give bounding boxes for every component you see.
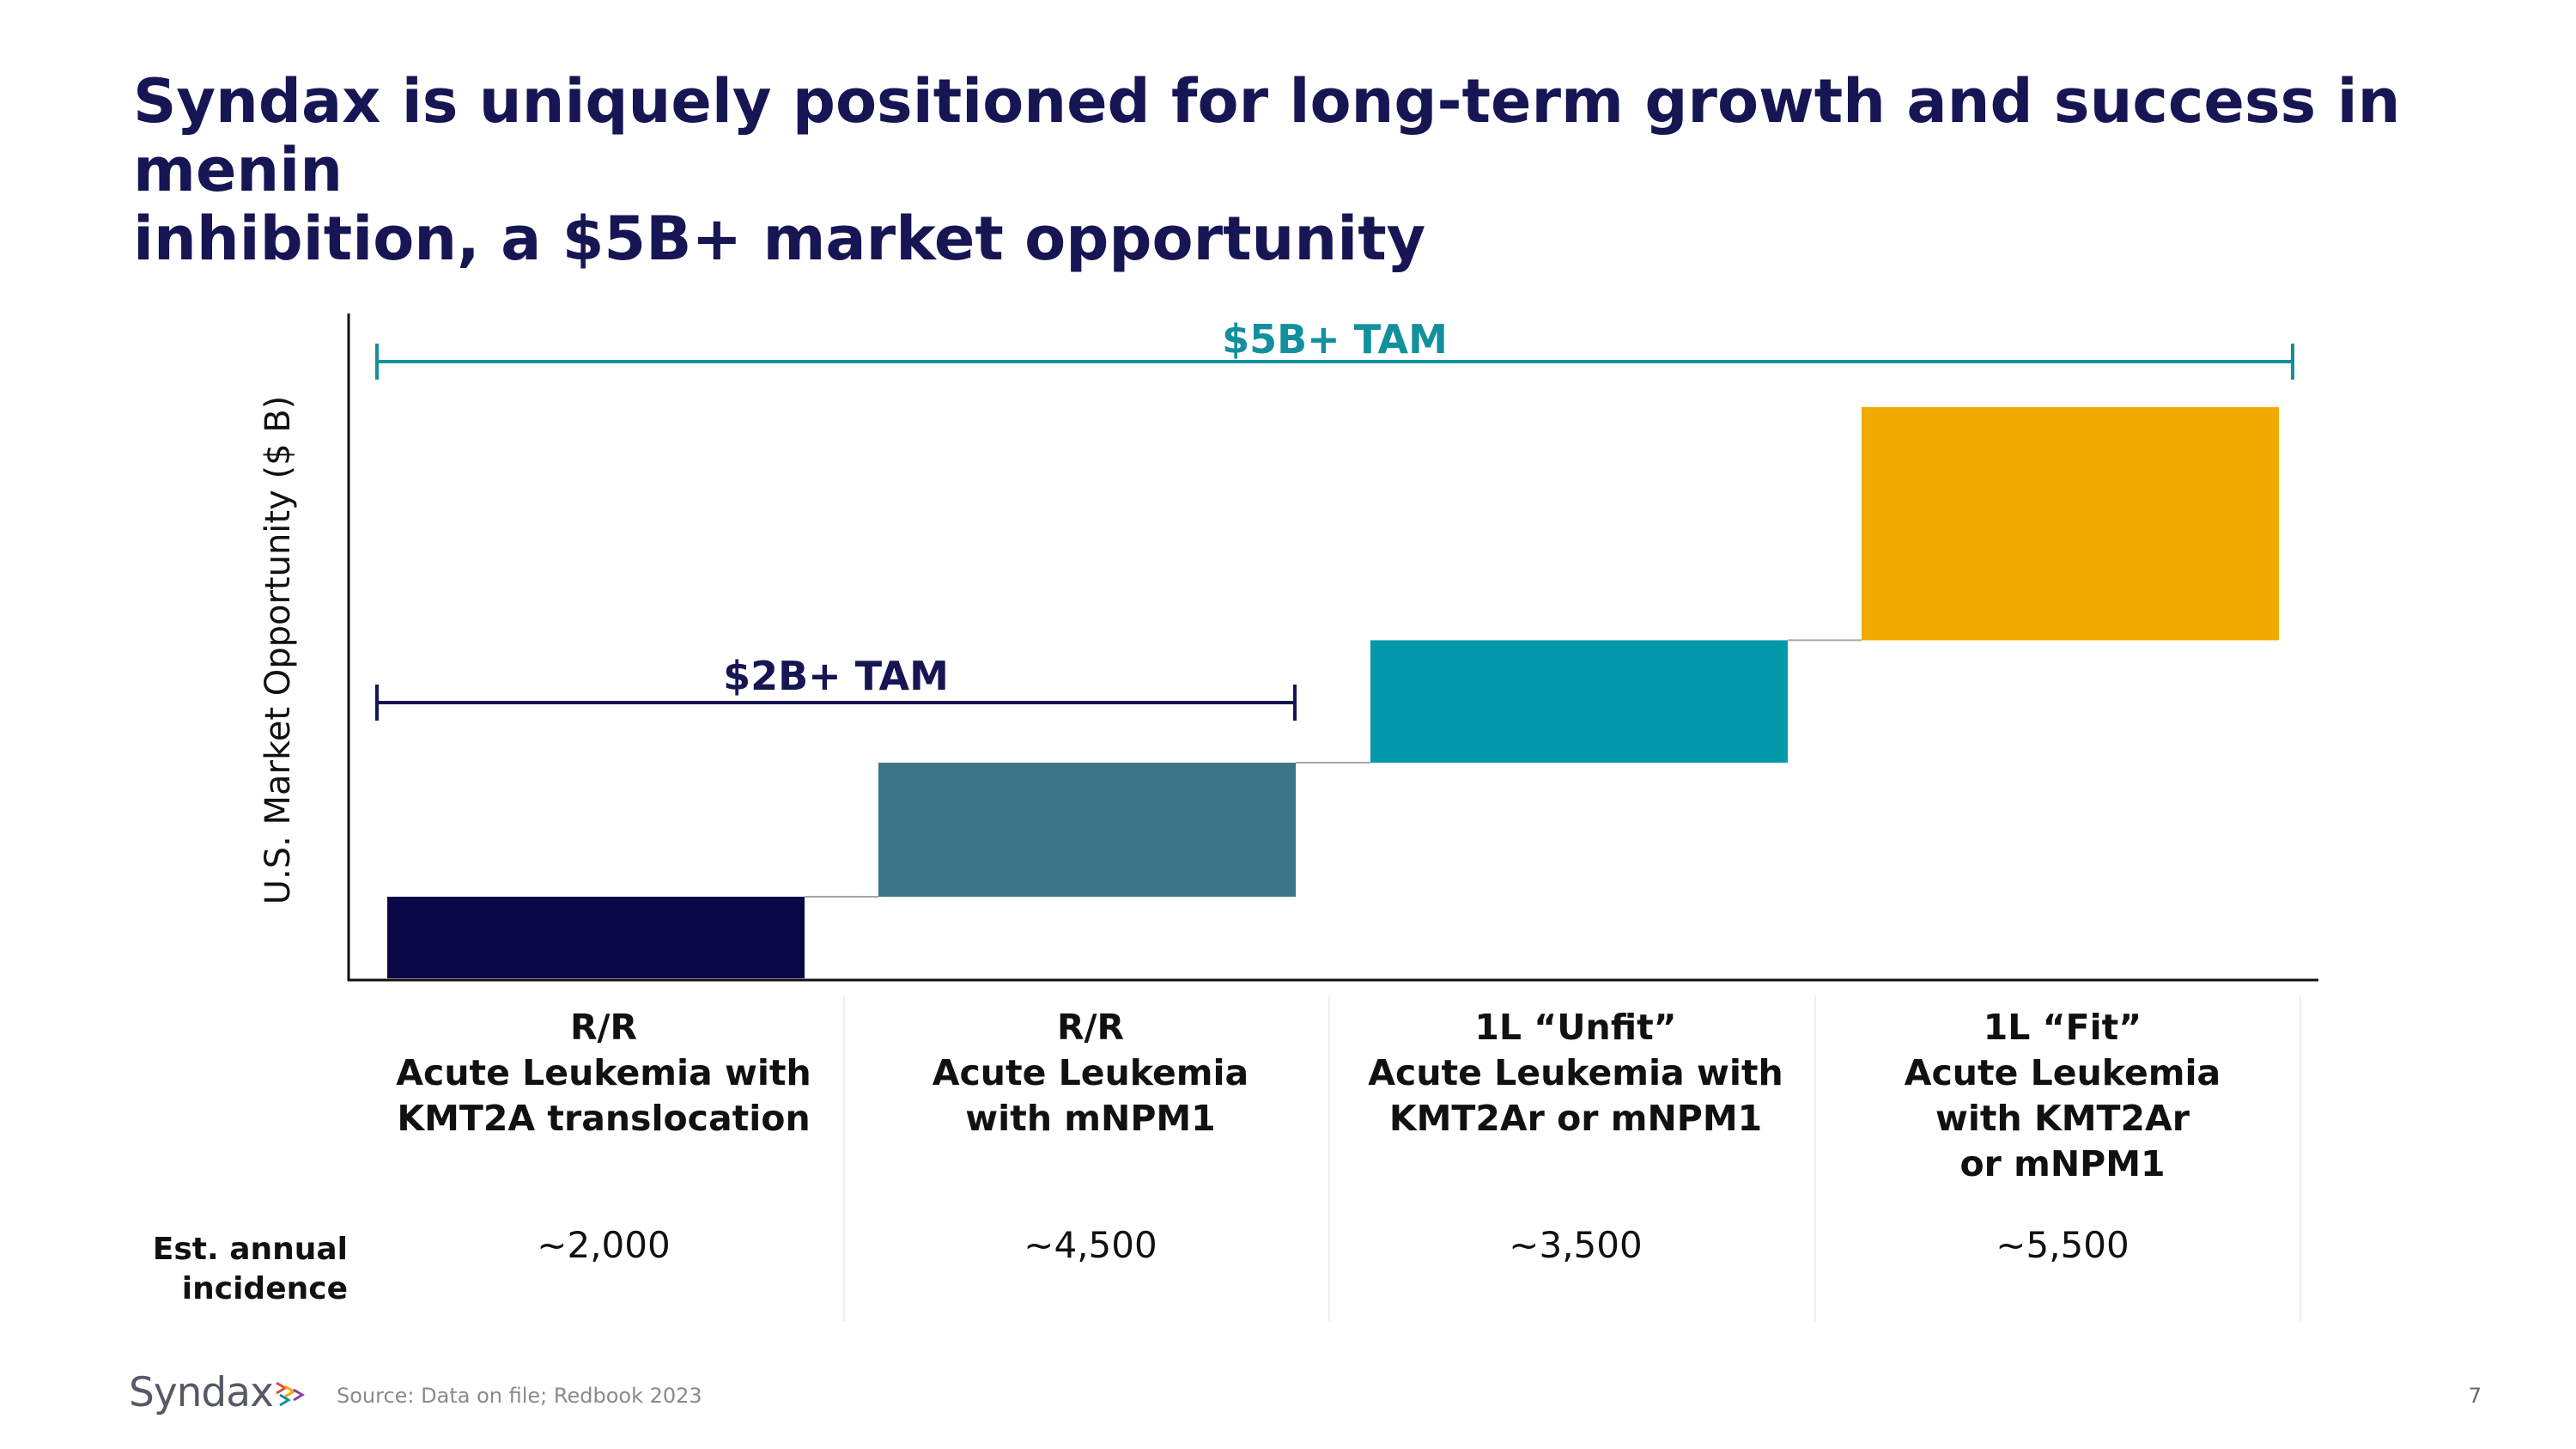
incidence-value-rr-kmt2a: ~2,000 (537, 1224, 671, 1266)
source-note: Source: Data on file; Redbook 2023 (337, 1384, 702, 1408)
y-axis-title: U.S. Market Opportunity ($ B) (258, 396, 298, 905)
incidence-label-line-1: Est. annual (152, 1232, 348, 1267)
incidence-row-label: Est. annual incidence (129, 1230, 348, 1309)
category-label-line: Acute Leukemia with (396, 1052, 811, 1093)
category-label-line: Acute Leukemia (1904, 1052, 2221, 1093)
slide-title-line-2: inhibition, a $5B+ market opportunity (133, 204, 1426, 274)
category-label-line: or mNPM1 (1959, 1143, 2166, 1184)
tam-5b-bracket: $5B+ TAM (375, 316, 2294, 380)
bar-1l-unfit (1370, 640, 1788, 763)
tam-2b-bracket: $2B+ TAM (375, 653, 1297, 721)
category-label-line: R/R (1056, 1007, 1125, 1048)
bar-rr-npm1 (878, 762, 1296, 897)
category-label-line: with mNPM1 (965, 1098, 1216, 1139)
bar-rr-kmt2a (387, 897, 805, 978)
incidence-value-rr-npm1: ~4,500 (1024, 1224, 1157, 1266)
category-label-line: Acute Leukemia with (1368, 1052, 1783, 1093)
incidence-value-1l-fit: ~5,500 (1996, 1224, 2129, 1266)
syndax-logo-icon (276, 1381, 305, 1406)
category-label-1l-unfit: 1L “Unfit” Acute Leukemia with KMT2Ar or… (1335, 1005, 1816, 1142)
category-label-line: Acute Leukemia (932, 1052, 1249, 1093)
category-label-rr-npm1: R/R Acute Leukemia with mNPM1 (850, 1005, 1331, 1142)
slide-title-line-1: Syndax is uniquely positioned for long-t… (133, 66, 2401, 205)
syndax-logo: Syndax (129, 1369, 314, 1416)
category-label-line: 1L “Fit” (1983, 1007, 2142, 1048)
category-label-line: R/R (569, 1007, 638, 1048)
logo-text: Syndax (129, 1369, 274, 1416)
column-divider (1328, 996, 1330, 1321)
category-label-rr-kmt2a: R/R Acute Leukemia with KMT2A translocat… (363, 1005, 844, 1142)
incidence-value-1l-unfit: ~3,500 (1509, 1224, 1643, 1266)
category-label-line: 1L “Unfit” (1474, 1007, 1677, 1048)
bar-1l-fit (1862, 407, 2279, 641)
connectors-group (805, 639, 1862, 898)
column-divider (1814, 996, 1816, 1321)
page-number: 7 (2468, 1384, 2482, 1408)
category-label-line: KMT2A translocation (397, 1098, 811, 1139)
category-label-line: KMT2Ar or mNPM1 (1388, 1098, 1763, 1139)
column-divider (843, 996, 845, 1321)
incidence-label-line-2: incidence (181, 1271, 348, 1306)
bars-group (387, 407, 2279, 978)
category-label-line: with KMT2Ar (1935, 1098, 2190, 1139)
category-label-1l-fit: 1L “Fit” Acute Leukemia with KMT2Ar or m… (1822, 1005, 2303, 1187)
column-divider (2300, 996, 2301, 1321)
tam-5b-label: $5B+ TAM (1222, 316, 1448, 362)
tam-2b-label: $2B+ TAM (723, 653, 949, 699)
slide-title: Syndax is uniquely positioned for long-t… (133, 67, 2451, 273)
